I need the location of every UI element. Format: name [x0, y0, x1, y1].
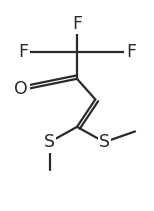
Text: S: S	[99, 133, 110, 151]
Text: F: F	[126, 43, 136, 61]
Text: S: S	[44, 133, 55, 151]
Text: O: O	[14, 80, 28, 98]
Text: F: F	[72, 15, 82, 33]
Text: F: F	[18, 43, 28, 61]
